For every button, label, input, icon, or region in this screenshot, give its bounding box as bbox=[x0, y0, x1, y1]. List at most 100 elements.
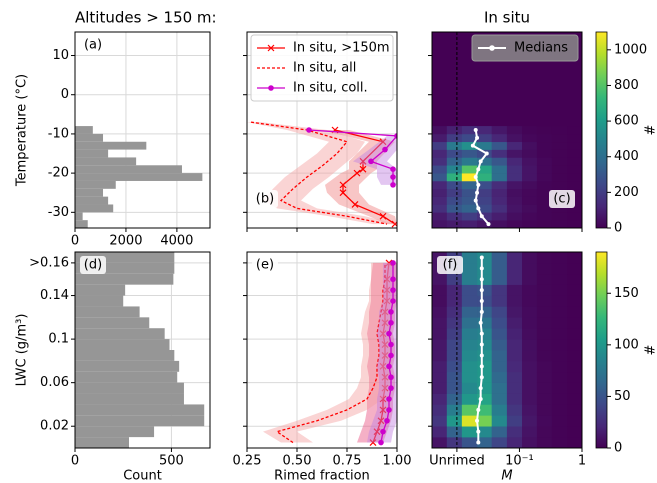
bar bbox=[75, 126, 93, 134]
panel-label: (c) bbox=[553, 192, 570, 207]
heatmap-cell bbox=[536, 149, 553, 158]
heatmap-cell bbox=[477, 371, 492, 383]
heatmap-cell bbox=[446, 317, 463, 329]
point bbox=[476, 440, 481, 445]
heatmap-cell bbox=[461, 328, 478, 340]
heatmap-cell bbox=[477, 295, 492, 307]
legend-marker bbox=[489, 45, 495, 51]
heatmap-cell bbox=[522, 196, 538, 205]
heatmap-cell bbox=[551, 382, 568, 394]
heatmap-cell bbox=[432, 339, 448, 351]
heatmap-cell bbox=[446, 180, 463, 190]
heatmap-cell bbox=[446, 149, 463, 158]
heatmap-cell bbox=[536, 273, 553, 285]
panel-label: (d) bbox=[84, 258, 102, 273]
bar bbox=[75, 173, 203, 181]
heatmap-cell bbox=[446, 306, 463, 318]
heatmap-cell bbox=[567, 306, 582, 318]
panel: 0.25 0.50 0.75 1.00 Rimed fraction (e) bbox=[233, 251, 411, 483]
point bbox=[390, 298, 396, 304]
heatmap-cell bbox=[446, 382, 463, 394]
heatmap-cell bbox=[432, 188, 448, 197]
point bbox=[479, 309, 484, 314]
heatmap-cell bbox=[461, 188, 478, 197]
bar bbox=[75, 415, 205, 427]
heatmap-cell bbox=[551, 273, 568, 285]
legend-label: In situ, coll. bbox=[293, 81, 368, 96]
heatmap-cell bbox=[506, 141, 523, 150]
heatmap-cell bbox=[491, 393, 508, 405]
heatmap-cell bbox=[567, 133, 582, 143]
bar bbox=[75, 404, 205, 416]
plot-area bbox=[75, 252, 210, 448]
heatmap-cell bbox=[522, 173, 538, 182]
point bbox=[486, 222, 491, 227]
panel-label: (f) bbox=[443, 258, 458, 273]
heatmap-cell bbox=[567, 180, 582, 190]
heatmap-cell bbox=[567, 212, 582, 221]
heatmap-cell bbox=[506, 382, 523, 394]
heatmap-cell bbox=[522, 252, 538, 264]
heatmap-cell bbox=[477, 149, 492, 158]
point bbox=[339, 181, 347, 189]
plot-area bbox=[247, 252, 397, 448]
heatmap-cell bbox=[522, 404, 538, 416]
heatmap-cell bbox=[477, 350, 492, 362]
heatmap-cell bbox=[491, 382, 508, 394]
heatmap-cell bbox=[432, 382, 448, 394]
axes-frame bbox=[74, 31, 211, 229]
point bbox=[386, 363, 392, 370]
heatmap-cell bbox=[477, 426, 492, 438]
panel-label-box bbox=[80, 256, 106, 274]
point bbox=[479, 266, 484, 271]
heatmap-cell bbox=[551, 141, 568, 150]
heatmap-cell bbox=[446, 350, 463, 362]
heatmap-cell bbox=[432, 180, 448, 190]
heatmap-cell bbox=[477, 382, 492, 394]
heatmap-cell bbox=[551, 426, 568, 438]
legend-label: Medians bbox=[514, 41, 568, 56]
heatmap-cell bbox=[461, 262, 478, 275]
heatmap-cell bbox=[522, 393, 538, 405]
heatmap-cell bbox=[567, 393, 582, 405]
point bbox=[479, 255, 484, 260]
heatmap-cell bbox=[477, 204, 492, 213]
point bbox=[478, 397, 483, 401]
heatmap-cell bbox=[567, 415, 582, 427]
heatmap-cell bbox=[477, 173, 492, 182]
point bbox=[388, 352, 394, 359]
axes-frame bbox=[431, 31, 583, 229]
panel-label-box bbox=[80, 36, 106, 54]
heatmap-cell bbox=[491, 141, 508, 150]
point bbox=[379, 395, 387, 403]
heatmap-cell bbox=[551, 306, 568, 318]
heatmap-cell bbox=[551, 393, 568, 405]
point bbox=[473, 198, 478, 203]
heatmap-cell bbox=[522, 149, 538, 158]
heatmap-cell bbox=[446, 220, 463, 228]
heatmap-cell bbox=[536, 426, 553, 438]
heatmap-cell bbox=[522, 188, 538, 197]
point bbox=[479, 214, 484, 219]
heatmap-cell bbox=[446, 157, 463, 166]
heatmap-cell bbox=[567, 426, 582, 438]
heatmap-cell bbox=[491, 284, 508, 296]
axes-frame bbox=[431, 251, 583, 449]
bar bbox=[75, 382, 184, 394]
bar bbox=[75, 360, 180, 372]
heatmap-cell bbox=[491, 371, 508, 383]
heatmap-cell bbox=[506, 360, 523, 373]
heatmap-cell bbox=[461, 196, 478, 205]
heatmap-cell bbox=[477, 141, 492, 150]
heatmap-cell bbox=[536, 306, 553, 318]
axes-frame bbox=[246, 251, 398, 449]
point bbox=[388, 385, 394, 391]
heatmap-cell bbox=[567, 204, 582, 213]
heatmap-cell bbox=[446, 393, 463, 405]
heatmap-cell bbox=[536, 328, 553, 340]
heatmap-cell bbox=[491, 317, 508, 329]
heatmap-cell bbox=[491, 426, 508, 438]
y-tick-label: 0.06 bbox=[40, 375, 69, 390]
heatmap-cell bbox=[432, 350, 448, 362]
point bbox=[388, 319, 394, 326]
